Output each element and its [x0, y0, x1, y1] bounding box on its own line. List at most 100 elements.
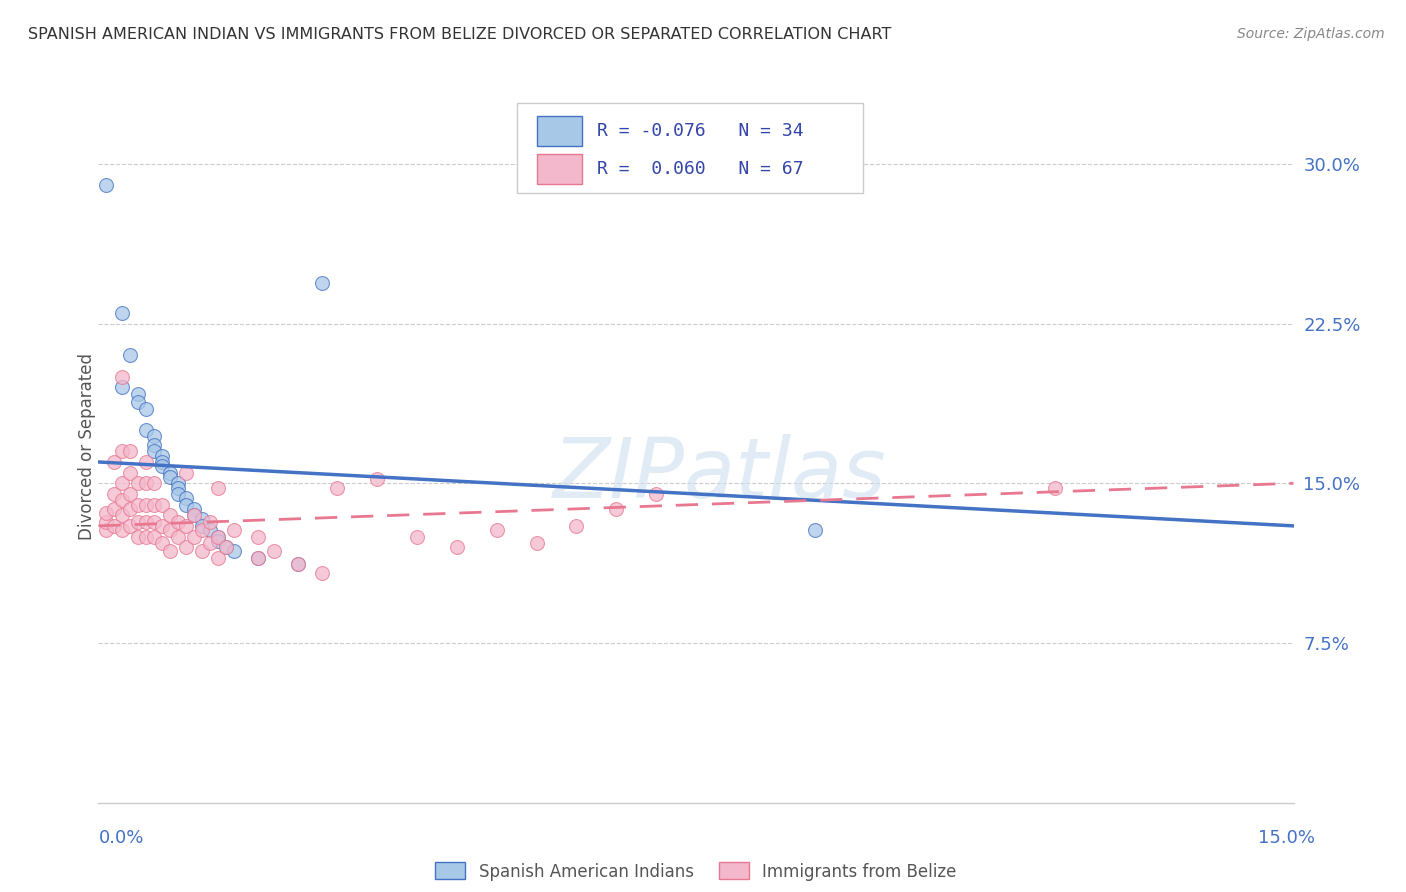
Point: [159, 508, 181, 523]
Point: [167, 476, 190, 491]
Point: [246, 550, 269, 565]
Point: [103, 501, 125, 516]
Point: [96, 515, 118, 529]
Point: [150, 449, 173, 463]
Point: [326, 481, 349, 495]
Point: [135, 455, 157, 469]
Point: [143, 444, 166, 458]
Point: [111, 508, 134, 523]
Point: [174, 540, 197, 554]
Point: [1043, 481, 1066, 495]
Point: [645, 487, 668, 501]
Point: [135, 476, 157, 491]
Point: [183, 508, 205, 523]
Point: [222, 523, 245, 537]
Point: [120, 444, 142, 458]
Point: [183, 508, 205, 523]
Point: [143, 429, 166, 443]
Point: [159, 470, 181, 484]
Point: [96, 178, 118, 192]
Point: [526, 536, 548, 550]
Point: [446, 540, 468, 554]
Point: [366, 472, 388, 486]
Text: R =  0.060   N = 67: R = 0.060 N = 67: [596, 161, 803, 178]
Text: ZIPatlas: ZIPatlas: [553, 434, 887, 515]
Point: [215, 540, 238, 554]
Point: [183, 501, 205, 516]
Point: [159, 523, 181, 537]
Point: [215, 540, 238, 554]
Point: [120, 349, 142, 363]
Point: [167, 487, 190, 501]
Point: [804, 523, 827, 537]
Point: [174, 519, 197, 533]
Point: [127, 498, 149, 512]
Point: [167, 481, 190, 495]
Point: [111, 444, 134, 458]
Point: [150, 459, 173, 474]
Point: [198, 515, 221, 529]
Point: [120, 519, 142, 533]
Point: [127, 476, 149, 491]
Text: 0.0%: 0.0%: [98, 829, 143, 847]
Point: [263, 544, 285, 558]
Point: [150, 519, 173, 533]
Point: [150, 536, 173, 550]
Point: [191, 523, 214, 537]
Point: [143, 529, 166, 543]
Y-axis label: Divorced or Separated: Divorced or Separated: [79, 352, 96, 540]
FancyBboxPatch shape: [537, 154, 582, 184]
Point: [167, 515, 190, 529]
Point: [191, 512, 214, 526]
Point: [183, 529, 205, 543]
Point: [96, 506, 118, 520]
Point: [135, 401, 157, 416]
Point: [207, 481, 229, 495]
Point: [159, 466, 181, 480]
Point: [127, 529, 149, 543]
Point: [150, 498, 173, 512]
Point: [485, 523, 508, 537]
Point: [167, 529, 190, 543]
Point: [207, 529, 229, 543]
Point: [111, 380, 134, 394]
Point: [207, 529, 229, 543]
Legend: Spanish American Indians, Immigrants from Belize: Spanish American Indians, Immigrants fro…: [429, 855, 963, 888]
Point: [111, 369, 134, 384]
Point: [159, 544, 181, 558]
Point: [174, 491, 197, 506]
Text: Source: ZipAtlas.com: Source: ZipAtlas.com: [1237, 27, 1385, 41]
Point: [198, 523, 221, 537]
Point: [311, 566, 333, 580]
Point: [287, 558, 309, 572]
Point: [96, 523, 118, 537]
Point: [565, 519, 588, 533]
Point: [191, 544, 214, 558]
Point: [135, 529, 157, 543]
Point: [311, 276, 333, 290]
Point: [120, 466, 142, 480]
Point: [406, 529, 429, 543]
Point: [191, 519, 214, 533]
Point: [120, 487, 142, 501]
Point: [150, 455, 173, 469]
Text: R = -0.076   N = 34: R = -0.076 N = 34: [596, 121, 803, 139]
Point: [135, 423, 157, 437]
Point: [207, 550, 229, 565]
Point: [111, 493, 134, 508]
FancyBboxPatch shape: [517, 103, 863, 193]
Point: [103, 519, 125, 533]
Point: [246, 550, 269, 565]
Point: [127, 515, 149, 529]
Point: [143, 476, 166, 491]
Text: SPANISH AMERICAN INDIAN VS IMMIGRANTS FROM BELIZE DIVORCED OR SEPARATED CORRELAT: SPANISH AMERICAN INDIAN VS IMMIGRANTS FR…: [28, 27, 891, 42]
Point: [198, 536, 221, 550]
Point: [287, 558, 309, 572]
Point: [143, 438, 166, 452]
Point: [605, 501, 627, 516]
Point: [143, 498, 166, 512]
Point: [120, 501, 142, 516]
Point: [103, 455, 125, 469]
Point: [135, 498, 157, 512]
Point: [127, 386, 149, 401]
